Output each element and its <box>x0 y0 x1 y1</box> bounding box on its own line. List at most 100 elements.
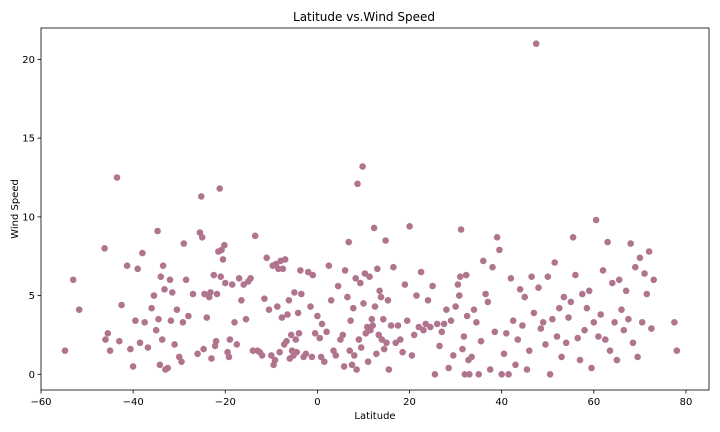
data-point <box>278 314 286 321</box>
data-point <box>261 295 268 303</box>
data-point <box>433 320 441 328</box>
data-point <box>339 331 347 339</box>
y-tick-label: 20 <box>22 55 35 66</box>
data-point <box>590 319 598 326</box>
data-point <box>553 333 561 340</box>
data-point <box>648 325 655 332</box>
data-point <box>460 333 468 340</box>
data-point <box>144 344 152 351</box>
x-tick-label: 40 <box>495 397 508 408</box>
data-point <box>354 180 361 188</box>
data-point <box>514 336 522 343</box>
data-point <box>327 297 335 304</box>
data-point <box>387 322 395 329</box>
data-point <box>588 364 595 372</box>
data-point <box>380 345 388 353</box>
data-point <box>323 328 330 336</box>
data-point <box>417 268 425 276</box>
data-point <box>348 361 356 369</box>
data-point <box>179 319 187 326</box>
data-point <box>294 309 302 317</box>
data-point <box>171 341 178 348</box>
data-point <box>569 234 577 241</box>
data-point <box>505 371 512 378</box>
data-point <box>161 286 168 293</box>
data-point <box>228 281 236 288</box>
data-point <box>620 326 628 334</box>
data-point <box>625 315 632 323</box>
data-point <box>450 352 457 359</box>
data-point <box>132 317 139 325</box>
data-point <box>397 336 404 343</box>
data-point <box>275 265 282 273</box>
data-point <box>375 331 383 339</box>
data-point <box>595 333 602 340</box>
data-point <box>394 322 402 329</box>
data-point <box>201 290 208 298</box>
data-point <box>207 289 214 296</box>
data-point <box>152 326 160 334</box>
data-point <box>611 319 618 326</box>
data-point <box>194 350 201 358</box>
data-point <box>385 366 393 373</box>
data-point <box>383 339 390 347</box>
data-point <box>440 320 448 328</box>
data-point <box>376 287 383 295</box>
data-point <box>498 371 506 378</box>
data-point <box>136 339 144 347</box>
data-point <box>235 275 243 282</box>
data-point <box>581 326 588 334</box>
data-point <box>516 286 524 293</box>
data-point <box>415 323 423 331</box>
data-point <box>523 366 531 373</box>
data-point <box>606 347 614 355</box>
data-point <box>673 347 681 355</box>
data-point <box>276 348 283 356</box>
data-point <box>507 275 515 282</box>
data-point <box>271 356 279 364</box>
data-point <box>247 275 254 282</box>
x-tick-label: 20 <box>403 397 416 408</box>
data-point <box>364 358 372 366</box>
data-point <box>438 328 446 336</box>
data-points <box>61 40 681 378</box>
data-point <box>344 293 351 301</box>
data-point <box>129 363 137 370</box>
y-axis-label: Wind Speed <box>10 179 21 239</box>
data-point <box>281 256 289 263</box>
data-point <box>233 341 241 348</box>
data-point <box>556 304 563 312</box>
data-point <box>374 265 381 273</box>
data-point <box>632 263 639 271</box>
data-point <box>238 297 245 304</box>
data-point <box>390 263 397 271</box>
data-point <box>477 337 485 345</box>
data-point <box>473 319 480 326</box>
data-point <box>116 337 123 345</box>
data-point <box>102 336 109 343</box>
data-point <box>496 246 503 254</box>
data-point <box>200 345 207 353</box>
data-point <box>599 267 607 274</box>
data-point <box>528 273 535 281</box>
data-point <box>384 297 392 304</box>
data-point <box>535 284 542 292</box>
data-point <box>208 355 215 362</box>
y-tick-label: 5 <box>29 291 35 302</box>
data-point <box>546 371 554 378</box>
data-point <box>641 270 648 277</box>
data-point <box>167 317 175 325</box>
data-point <box>350 304 357 312</box>
data-point <box>609 279 616 287</box>
data-point <box>613 356 621 364</box>
y-tick-label: 0 <box>29 370 35 381</box>
data-point <box>645 248 653 255</box>
data-point <box>491 328 499 336</box>
data-point <box>544 273 552 281</box>
data-point <box>113 174 121 181</box>
data-point <box>166 276 174 284</box>
data-point <box>216 185 223 192</box>
x-axis-label: Latitude <box>354 411 395 422</box>
data-point <box>155 315 162 323</box>
